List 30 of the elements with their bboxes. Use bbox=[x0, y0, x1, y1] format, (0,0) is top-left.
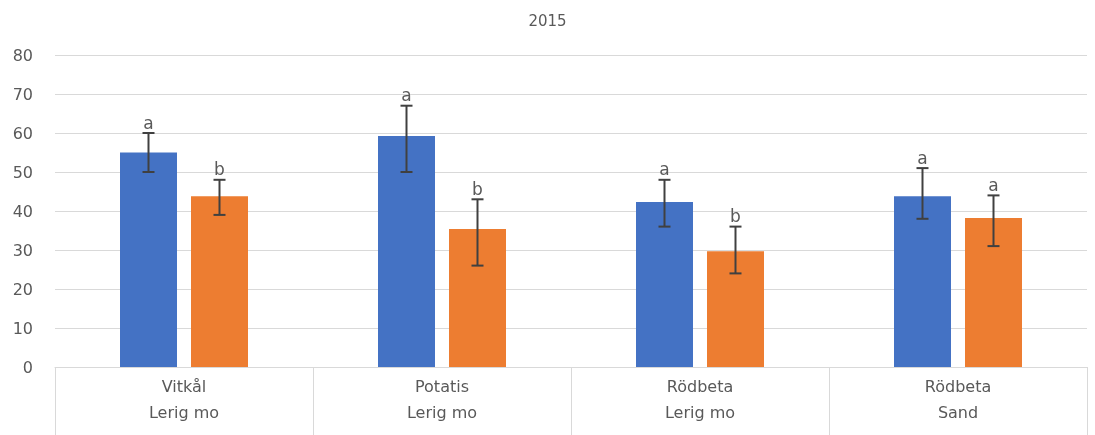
bar bbox=[449, 228, 506, 367]
annotation: a bbox=[659, 159, 670, 180]
bar bbox=[120, 152, 177, 367]
y-tick-label: 0 bbox=[22, 357, 33, 377]
y-tick-label: 50 bbox=[12, 162, 33, 182]
annotation: a bbox=[917, 147, 928, 168]
y-tick-label: 40 bbox=[12, 201, 33, 221]
y-tick-label: 70 bbox=[12, 84, 33, 104]
y-tick-label: 60 bbox=[12, 123, 33, 143]
y-tick-label: 80 bbox=[12, 45, 33, 65]
annotation: a bbox=[143, 112, 154, 133]
x-tick-label: Rödbeta Sand bbox=[924, 376, 992, 422]
annotation: b bbox=[472, 178, 483, 199]
annotation: b bbox=[214, 159, 225, 180]
y-tick-label: 30 bbox=[12, 240, 33, 260]
bar bbox=[191, 196, 248, 367]
annotation: b bbox=[730, 206, 741, 227]
annotation: a bbox=[988, 174, 999, 195]
bar bbox=[707, 251, 764, 367]
bar bbox=[378, 136, 435, 367]
chart-title: 2015 bbox=[528, 11, 567, 30]
bar bbox=[636, 202, 693, 367]
x-tick-label: Rödbeta Lerig mo bbox=[664, 376, 736, 422]
x-tick-label: Vitkål Lerig mo bbox=[148, 376, 220, 422]
bar bbox=[894, 196, 951, 367]
y-tick-label: 10 bbox=[12, 318, 33, 338]
y-tick-label: 20 bbox=[12, 279, 33, 299]
annotation: a bbox=[401, 85, 412, 106]
x-tick-label: Potatis Lerig mo bbox=[406, 376, 478, 422]
bar bbox=[965, 218, 1022, 367]
